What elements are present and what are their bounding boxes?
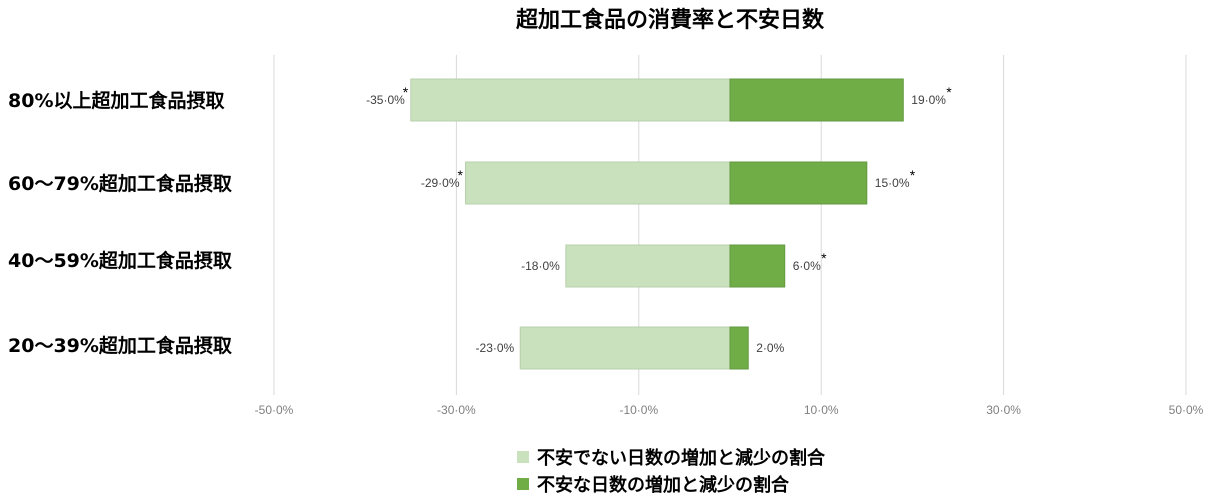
data-label: -18·0% bbox=[521, 259, 560, 273]
x-tick-label: -50·0% bbox=[255, 403, 294, 417]
bar-anxious-days bbox=[729, 244, 786, 288]
chart-title: 超加工食品の消費率と不安日数 bbox=[516, 7, 825, 33]
bar-not-anxious-days bbox=[410, 78, 731, 122]
significance-marker: * bbox=[946, 84, 952, 100]
x-tick-label: 30·0% bbox=[986, 403, 1021, 417]
data-label: 6·0% bbox=[793, 259, 821, 273]
category-label: 80%以上超加工食品摂取 bbox=[8, 89, 224, 112]
bar-not-anxious-days bbox=[465, 161, 731, 205]
data-label: 19·0% bbox=[911, 93, 946, 107]
significance-marker: * bbox=[910, 167, 916, 183]
bar-anxious-days bbox=[729, 78, 904, 122]
x-tick-label: 10·0% bbox=[804, 403, 839, 417]
bar-anxious-days bbox=[729, 161, 868, 205]
data-label: -29·0% bbox=[421, 176, 460, 190]
significance-marker: * bbox=[821, 250, 827, 266]
data-label: -23·0% bbox=[476, 341, 515, 355]
legend-label-not-anxious: 不安でない日数の増加と減少の割合 bbox=[537, 447, 826, 469]
bar-anxious-days bbox=[729, 326, 749, 370]
x-tick-label: -30·0% bbox=[437, 403, 476, 417]
legend-swatch-not-anxious bbox=[517, 451, 529, 463]
data-label: -35·0% bbox=[366, 93, 405, 107]
category-labels: 80%以上超加工食品摂取 60〜79%超加工食品摂取 40〜59%超加工食品摂取… bbox=[8, 89, 232, 357]
legend-swatch-anxious bbox=[517, 478, 529, 490]
significance-marker: * bbox=[403, 84, 409, 100]
category-label: 40〜59%超加工食品摂取 bbox=[8, 249, 232, 272]
bars: -35·0%*-29·0%*-18·0%-23·0%19·0% *15·0% *6·… bbox=[366, 78, 952, 370]
x-tick-label: -10·0% bbox=[619, 403, 658, 417]
significance-marker: * bbox=[458, 167, 464, 183]
bar-not-anxious-days bbox=[519, 326, 731, 370]
data-label: 2·0% bbox=[756, 341, 784, 355]
legend: 不安でない日数の増加と減少の割合 不安な日数の増加と減少の割合 bbox=[517, 447, 826, 496]
category-label: 60〜79%超加工食品摂取 bbox=[8, 172, 232, 195]
bar-not-anxious-days bbox=[565, 244, 731, 288]
category-label: 20〜39%超加工食品摂取 bbox=[8, 334, 232, 357]
data-label: 15·0% bbox=[875, 176, 910, 190]
x-tick-labels: -50·0% -30·0% -10·0% 10·0% 30·0% 50·0% bbox=[255, 403, 1204, 417]
legend-label-anxious: 不安な日数の増加と減少の割合 bbox=[537, 474, 790, 496]
x-tick-label: 50·0% bbox=[1169, 403, 1204, 417]
